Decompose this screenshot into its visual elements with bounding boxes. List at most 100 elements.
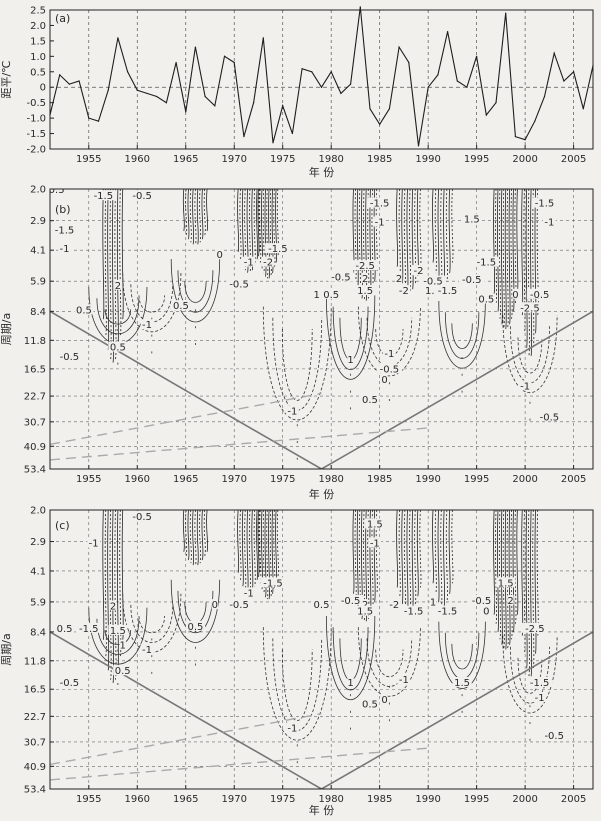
contour-line (201, 510, 204, 561)
contour-line (112, 189, 115, 363)
contour-line (259, 189, 262, 263)
data-point (243, 136, 245, 138)
contour-label-bg (400, 605, 427, 616)
contour-label-bg (129, 511, 155, 522)
contour-line (358, 189, 361, 295)
contour-line (332, 627, 369, 713)
contour-line (495, 510, 498, 624)
x-tick-label: 2000 (512, 154, 537, 165)
contour-line (325, 295, 376, 410)
data-point (253, 102, 255, 104)
contour-line (122, 593, 182, 674)
contour-label-bg (397, 285, 411, 296)
contour-label-bg (51, 224, 78, 235)
contour-line (332, 306, 369, 393)
contour-line (275, 510, 278, 584)
contour-label: -0.5 (229, 279, 249, 290)
x-tick-label: 1995 (464, 154, 489, 165)
plot-frame (49, 9, 594, 150)
contour-line (201, 189, 204, 240)
contour-label: 0 (212, 600, 218, 611)
x-tick-label: 1965 (173, 794, 198, 805)
contour-line (194, 510, 197, 566)
x-tick-label: 1970 (222, 154, 247, 165)
contour-line (241, 189, 244, 266)
contour-label: -1.5 (477, 258, 497, 269)
contour-line (107, 510, 110, 671)
contour-line (398, 510, 401, 597)
contour-line (177, 590, 214, 649)
contour-label-bg (286, 405, 299, 416)
contour-line (530, 189, 533, 357)
contour-line (185, 510, 188, 557)
contour-line (375, 649, 404, 688)
contour-label-bg (360, 393, 380, 404)
data-point (427, 86, 429, 88)
contour-line (203, 189, 206, 236)
data-point (573, 71, 575, 73)
contour-line (185, 189, 188, 236)
contour-line (493, 189, 496, 295)
contour-line (253, 510, 256, 587)
data-point (156, 95, 158, 98)
data-point (553, 52, 555, 54)
contour-label-bg (458, 274, 485, 285)
y-tick-label: 30.7 (24, 417, 46, 428)
x-tick-label: 1955 (76, 474, 101, 485)
contour-label-bg (286, 722, 299, 733)
contour-line (498, 189, 501, 319)
data-point (340, 92, 342, 94)
contour-label-bg (496, 577, 516, 588)
contour-label-bg (119, 639, 126, 650)
x-tick-label: 2000 (512, 794, 537, 805)
data-point (543, 95, 546, 98)
contour-label: 0.5 (323, 290, 339, 301)
contour-line (256, 510, 259, 581)
contour-label: 0.5 (110, 343, 126, 354)
contour-line (281, 328, 313, 427)
contour-line (434, 189, 437, 274)
contour-line (495, 189, 498, 304)
y-tick-label: 4.1 (30, 246, 46, 257)
contour-label: -2 (389, 600, 399, 611)
contour-line (194, 189, 197, 246)
contour-label-bg (397, 674, 411, 685)
contour-label-bg (352, 260, 378, 271)
cone-of-influence-hatch (50, 712, 429, 781)
cone-of-influence-hatch (50, 392, 429, 461)
data-point (466, 86, 468, 88)
plot-frame (49, 509, 594, 790)
data-point (320, 86, 323, 88)
contour-label-bg (531, 197, 558, 208)
contour-line (506, 189, 509, 328)
data-point (359, 6, 361, 8)
contour-label: -1.5 (55, 226, 75, 237)
data-point (398, 46, 400, 48)
contour-line (451, 643, 473, 680)
contour-label: 2 (115, 281, 121, 292)
contour-line (502, 314, 558, 421)
contour-line (508, 189, 511, 325)
contour-label: -1 (384, 349, 394, 360)
data-point (194, 46, 197, 48)
x-tick-label: 2005 (561, 154, 586, 165)
contour-line (199, 510, 202, 564)
contour-label: -1 (142, 645, 152, 656)
contour-line (325, 616, 376, 730)
x-tick-label: 1985 (367, 474, 392, 485)
contour-line (398, 189, 401, 276)
contour-label: -1 (544, 218, 554, 229)
contour-line (121, 510, 124, 640)
y-tick-label: -2.0 (26, 145, 46, 156)
contour-label: -1.5 (94, 191, 114, 202)
data-point (349, 83, 352, 85)
data-point (126, 71, 129, 73)
contour-line (264, 510, 267, 598)
contour-line (532, 189, 535, 348)
y-tick-label: 22.7 (24, 392, 46, 403)
contour-label: -2 (399, 286, 409, 297)
contour-line (510, 326, 550, 404)
contour-label-bg (420, 275, 446, 286)
contour-label: -0.5 (544, 731, 564, 742)
y-tick-label: 30.7 (24, 737, 46, 748)
